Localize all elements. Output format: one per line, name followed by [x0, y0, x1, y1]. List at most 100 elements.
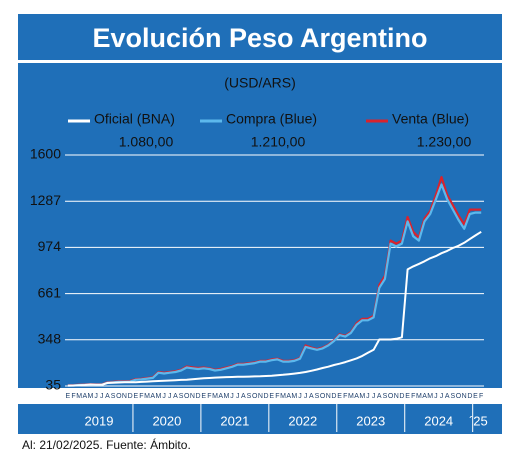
- x-tick-label: F: [139, 393, 143, 400]
- x-tick-label: S: [315, 393, 320, 400]
- x-tick-label: E: [133, 393, 138, 400]
- x-tick-label: J: [230, 393, 234, 400]
- panel: [18, 14, 502, 434]
- x-tick-label: D: [196, 393, 201, 400]
- x-tick-label: M: [156, 393, 162, 400]
- x-tick-label: M: [223, 393, 229, 400]
- x-tick-label: M: [427, 393, 433, 400]
- y-tick-label: 35: [45, 377, 61, 393]
- x-tick-label: D: [399, 393, 404, 400]
- x-tick-label: J: [304, 393, 308, 400]
- x-tick-label: D: [128, 393, 133, 400]
- x-tick-label: E: [65, 393, 70, 400]
- x-tick-label: M: [280, 393, 286, 400]
- x-tick-label: A: [218, 393, 223, 400]
- x-tick-label: O: [456, 393, 462, 400]
- year-label: 2024: [424, 413, 453, 428]
- year-label: 2023: [356, 413, 385, 428]
- x-tick-label: A: [422, 393, 427, 400]
- x-tick-label: J: [372, 393, 376, 400]
- x-tick-label: M: [144, 393, 150, 400]
- x-tick-label: D: [331, 393, 336, 400]
- x-tick-label: N: [326, 393, 331, 400]
- series-line: [67, 183, 482, 387]
- x-tick-label: J: [162, 393, 166, 400]
- x-tick-label: N: [190, 393, 195, 400]
- year-label: 2020: [152, 413, 181, 428]
- x-tick-label: F: [207, 393, 211, 400]
- x-tick-label: J: [434, 393, 438, 400]
- x-tick-label: M: [88, 393, 94, 400]
- x-tick-label: F: [275, 393, 279, 400]
- x-tick-label: E: [269, 393, 274, 400]
- y-tick-label: 348: [38, 331, 62, 347]
- x-tick-label: M: [348, 393, 354, 400]
- x-tick-label: E: [337, 393, 342, 400]
- x-tick-label: S: [111, 393, 116, 400]
- legend-label: Compra (Blue): [226, 111, 317, 127]
- x-tick-label: A: [105, 393, 110, 400]
- x-tick-label: J: [298, 393, 302, 400]
- x-tick-label: A: [150, 393, 155, 400]
- y-tick-label: 974: [38, 238, 62, 254]
- x-tick-label: E: [473, 393, 478, 400]
- x-tick-label: O: [388, 393, 394, 400]
- x-tick-label: J: [440, 393, 444, 400]
- y-tick-label: 661: [38, 284, 62, 300]
- year-label: 2022: [288, 413, 317, 428]
- legend-label: Venta (Blue): [392, 111, 469, 127]
- x-tick-label: N: [394, 393, 399, 400]
- x-tick-label: A: [241, 393, 246, 400]
- x-tick-label: S: [247, 393, 252, 400]
- x-tick-label: A: [173, 393, 178, 400]
- x-tick-label: F: [343, 393, 347, 400]
- x-tick-label: J: [100, 393, 104, 400]
- subtitle: (USD/ARS): [224, 75, 296, 91]
- x-tick-label: M: [291, 393, 297, 400]
- latest-value: 1.230,00: [417, 134, 472, 150]
- x-tick-label: O: [320, 393, 326, 400]
- legend-label: Oficial (BNA): [94, 111, 175, 127]
- x-tick-label: M: [212, 393, 218, 400]
- x-tick-label: F: [71, 393, 75, 400]
- x-tick-label: N: [122, 393, 127, 400]
- year-label: 2021: [220, 413, 249, 428]
- x-tick-label: M: [416, 393, 422, 400]
- x-tick-label: A: [354, 393, 359, 400]
- footer: Al: 21/02/2025. Fuente: Ámbito.: [22, 437, 191, 452]
- x-tick-label: F: [411, 393, 415, 400]
- series-line: [67, 230, 482, 387]
- x-tick-label: S: [383, 393, 388, 400]
- x-tick-label: A: [309, 393, 314, 400]
- x-tick-label: M: [359, 393, 365, 400]
- x-tick-label: J: [94, 393, 98, 400]
- y-tick-label: 1287: [30, 192, 61, 208]
- month-band: [18, 388, 502, 404]
- chart-title: Evolución Peso Argentino: [92, 23, 427, 53]
- title-rule: [18, 60, 502, 63]
- x-tick-label: J: [168, 393, 172, 400]
- year-label: ´25: [469, 413, 488, 428]
- x-tick-label: E: [201, 393, 206, 400]
- x-tick-label: N: [462, 393, 467, 400]
- x-tick-label: A: [377, 393, 382, 400]
- x-tick-label: A: [286, 393, 291, 400]
- latest-value: 1.080,00: [119, 134, 174, 150]
- x-tick-label: D: [263, 393, 268, 400]
- x-tick-label: A: [82, 393, 87, 400]
- latest-value: 1.210,00: [251, 134, 306, 150]
- x-tick-label: M: [76, 393, 82, 400]
- x-tick-label: O: [252, 393, 258, 400]
- x-tick-label: D: [467, 393, 472, 400]
- x-tick-label: O: [116, 393, 122, 400]
- x-tick-label: J: [366, 393, 370, 400]
- x-tick-label: S: [451, 393, 456, 400]
- x-tick-label: A: [445, 393, 450, 400]
- year-label: 2019: [85, 413, 114, 428]
- x-tick-label: E: [405, 393, 410, 400]
- x-tick-label: O: [184, 393, 190, 400]
- x-tick-label: N: [258, 393, 263, 400]
- x-tick-label: F: [479, 393, 483, 400]
